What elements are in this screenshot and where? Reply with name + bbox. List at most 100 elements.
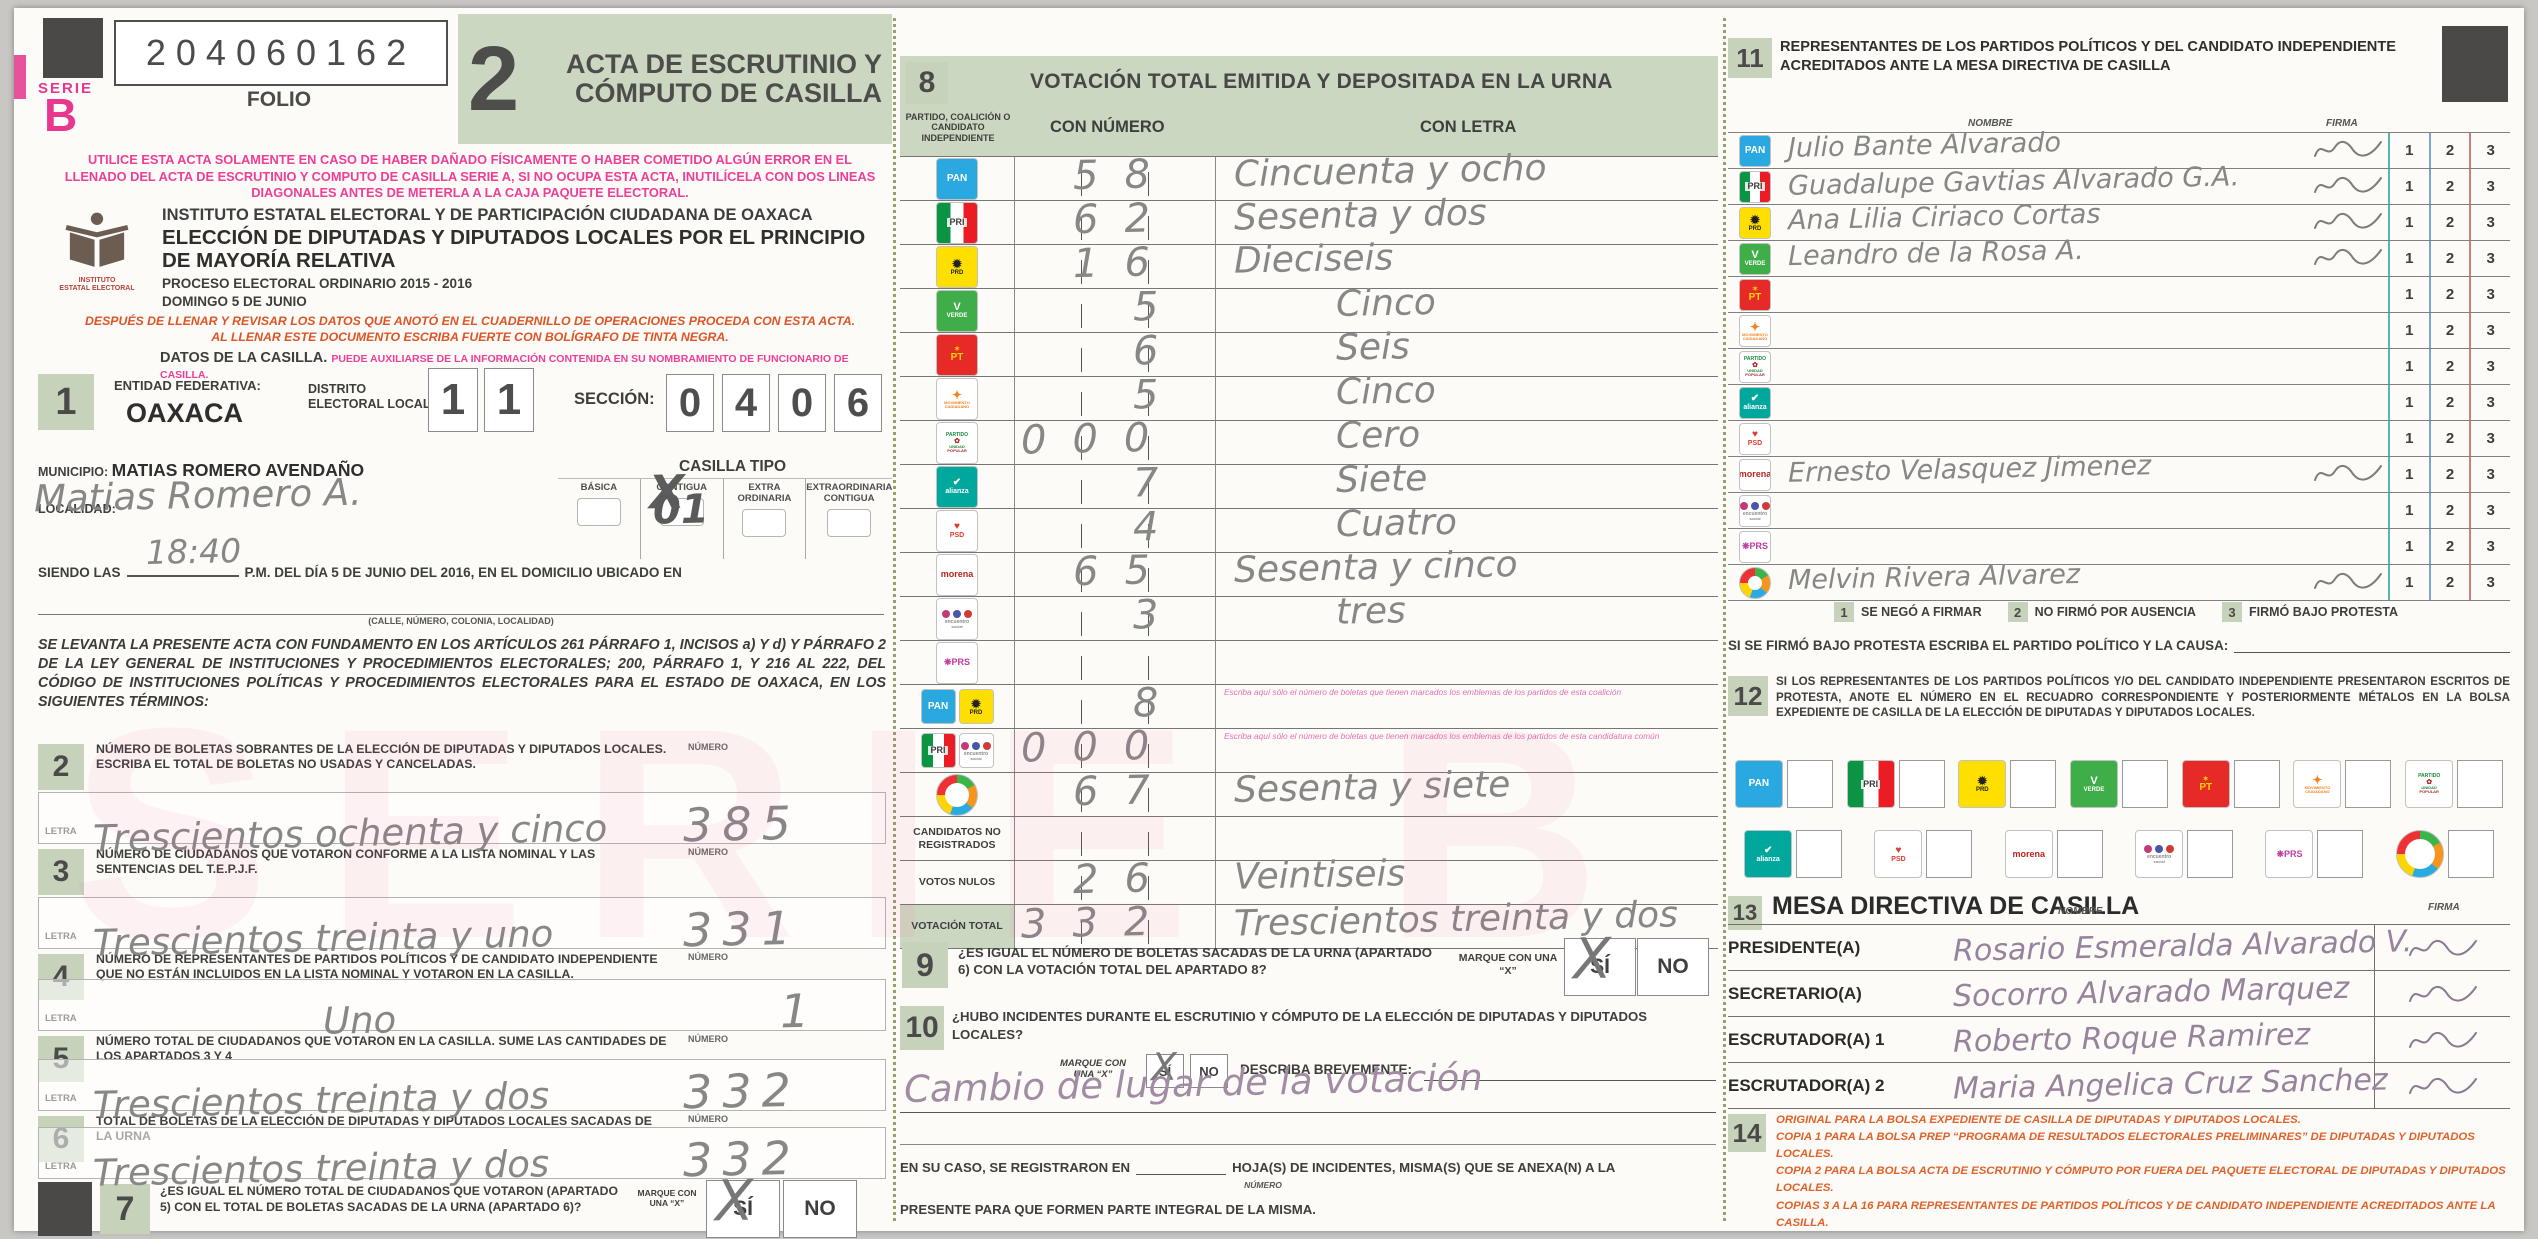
rep-name-cell: Leandro de la Rosa A. <box>1782 235 2388 276</box>
casilla-tipo-option-label: BÁSICA <box>580 482 618 493</box>
signature-scribble <box>2408 939 2477 956</box>
legend-text: SE NEGÓ A FIRMAR <box>1861 605 1982 619</box>
incidents-numero-caption: NÚMERO <box>1244 1180 1282 1190</box>
vote-row-pan_prd: PAN ✹ PRD 8 Escriba aquí sólo el número de b… <box>900 679 1718 728</box>
protest-cell-prd: ✹ PRD <box>1951 752 2063 816</box>
section-9-no-cell: NO <box>1637 938 1709 996</box>
handwritten-value: 58 <box>1072 150 1177 200</box>
protest-count-box <box>2187 830 2234 878</box>
section-number: 3 <box>38 849 84 895</box>
protest-count-box <box>2056 830 2103 878</box>
protest-count-box <box>1786 760 1833 808</box>
vote-numero-cell: 000 <box>1015 414 1215 464</box>
handwritten-value: 332 <box>682 1130 802 1188</box>
mesa-firma-cell <box>2374 925 2510 970</box>
vote-row-mc: ✦ MOVIMIENTO CIUDADANO 5 Cinco <box>900 370 1718 420</box>
vote-party-cell: PRI <box>900 201 1015 244</box>
protest-cell-verde: V VERDE <box>2063 752 2175 816</box>
rep-party-cell: V VERDE <box>1728 242 1782 275</box>
handwritten-value: 8 <box>1132 679 1185 727</box>
sign-code-3: 3 <box>2469 493 2510 528</box>
rep-row-pri: PRI Guadalupe Gavtias Alvarado G.A. 1 2 3 <box>1728 161 2510 204</box>
protest-count-box <box>2122 760 2169 808</box>
es-dots-icon <box>1751 501 1759 510</box>
distribution-line: ORIGINAL PARA LA BOLSA EXPEDIENTE DE CAS… <box>1776 1114 2301 1126</box>
serie-value: B <box>44 89 78 141</box>
municipio-value: MATIAS ROMERO AVENDAÑO <box>111 460 365 480</box>
serie-label: SERIE <box>38 80 94 97</box>
handwritten-value: 385 <box>682 795 802 853</box>
incidents-part-2: HOJA(S) DE INCIDENTES, MISMA(S) QUE SE A… <box>1232 1160 1616 1175</box>
mesa-row: SECRETARIO(A) Socorro Alvarado Marquez <box>1728 970 2510 1016</box>
rep-row-mc: ✦ MOVIMIENTO CIUDADANO 1 2 3 <box>1728 312 2510 348</box>
tally-section-4: 4 NÚMERO DE REPRESENTANTES DE PARTIDOS PO… <box>38 952 886 1043</box>
vote-numero-cell: 7 <box>1015 459 1215 508</box>
column-header-party: PARTIDO, COALICIÓN O CANDIDATO INDEPENDI… <box>905 112 1011 143</box>
yes-label: SÍ <box>1590 955 1610 978</box>
indep-party-logo <box>2395 830 2444 878</box>
protest-blank-line <box>2234 639 2510 653</box>
rep-name-cell: Ana Lilia Ciriaco Cortas <box>1782 199 2388 240</box>
vote-numero-cell <box>1015 641 1215 684</box>
casilla-tipo-option-label: EXTRA ORDINARIA <box>737 482 792 504</box>
dark-mark <box>38 1182 92 1236</box>
vote-row-label: VOTOS NULOS <box>918 876 996 889</box>
section-description: NÚMERO DE BOLETAS SOBRANTES DE LA ELECCI… <box>96 742 667 772</box>
vote-numero-cell: 16 <box>1015 239 1215 288</box>
pan-party-logo: PAN <box>920 689 956 724</box>
rep-party-cell: ❋PRS <box>1728 530 1782 563</box>
pink-warning-text: UTILICE ESTA ACTA SOLAMENTE EN CASO DE H… <box>64 152 876 201</box>
digit-box: 0 <box>666 374 714 432</box>
numero-label: NÚMERO <box>688 952 728 962</box>
rep-name-cell <box>1782 349 2388 384</box>
protest-cell-psd: ♥ PSD <box>1858 822 1988 886</box>
handwritten-value: Cinco <box>1335 369 1437 414</box>
mesa-row: PRESIDENTE(A) Rosario Esmeralda Alvarado … <box>1728 924 2510 970</box>
vote-party-cell: encuentro social <box>900 597 1015 640</box>
alianza-party-logo: ✔ alianza <box>1739 386 1771 419</box>
digit-box: 1 <box>428 368 478 432</box>
mesa-name-cell: Maria Angelica Cruz Sanchez <box>1953 1062 2388 1108</box>
vote-numero-cell: 4 <box>1015 503 1215 552</box>
protest-cell-pt: ✶ PT <box>2175 752 2287 816</box>
protest-cell-alianza: ✔ alianza <box>1728 822 1858 886</box>
handwritten-value: Maria Angelica Cruz Sanchez <box>1952 1062 2389 1107</box>
handwritten-value: Sesenta y dos <box>1233 192 1488 239</box>
vote-letra-cell <box>1215 641 1718 684</box>
section-1-number: 1 <box>38 374 94 430</box>
rep-party-cell: ✦ MOVIMIENTO CIUDADANO <box>1728 314 1782 347</box>
protest-label: SI SE FIRMÓ BAJO PROTESTA ESCRIBA EL PAR… <box>1728 638 2229 653</box>
distrito-label: DISTRITO ELECTORAL LOCAL <box>308 382 431 411</box>
coalition-note: Escriba aquí sólo el número de boletas q… <box>1224 687 1622 697</box>
casilla-tipo-table: BÁSICA CONTIGUA X 01 EXTRA ORDINARIA EXTRAORD… <box>558 465 892 559</box>
section-7: 7 ¿ES IGUAL EL NÚMERO TOTAL DE CIUDADANO… <box>38 1169 886 1239</box>
prs-party-logo: ❋PRS <box>2265 830 2314 878</box>
rep-row-pan: PAN Julio Bante Alvarado 1 2 3 <box>1728 127 2510 168</box>
psd-party-logo: ♥ PSD <box>936 509 978 552</box>
digit-box: 0 <box>778 374 826 432</box>
rep-name-cell: Julio Bante Alvarado <box>1782 127 2388 168</box>
casilla-tipo-box <box>827 508 872 537</box>
mesa-name-cell: Roberto Roque Ramirez <box>1953 1017 2374 1062</box>
tally-section-3: 3 NÚMERO DE CIUDADANOS QUE VOTARON CONFOR… <box>38 847 886 965</box>
vote-row-pt: ✶ PT 6 Seis <box>900 326 1718 376</box>
letra-strip: LETRA <box>38 1059 886 1111</box>
time-blank <box>126 562 239 577</box>
section-12-text: SI LOS REPRESENTANTES DE LOS PARTIDOS PO… <box>1776 675 2510 720</box>
rep-party-cell: ✶ PT <box>1728 278 1782 311</box>
seccion-label: SECCIÓN: <box>574 390 655 408</box>
scan-edge-mark <box>14 55 26 99</box>
municipio-line: MUNICIPIO: MATIAS ROMERO AVENDAÑO <box>38 460 364 481</box>
es-dots-icon <box>953 609 961 618</box>
handwritten-value: 62 <box>1072 194 1177 244</box>
handwritten-value: tres <box>1335 590 1407 633</box>
morena-party-logo: morena <box>2004 830 2053 878</box>
handwritten-value: Sesenta y cinco <box>1233 544 1518 591</box>
sign-code-2: 2 <box>2428 565 2470 600</box>
sign-code-1: 1 <box>2388 457 2429 492</box>
rep-party-cell: encuentro social <box>1728 494 1782 527</box>
vote-numero-cell: 3 <box>1015 591 1215 640</box>
